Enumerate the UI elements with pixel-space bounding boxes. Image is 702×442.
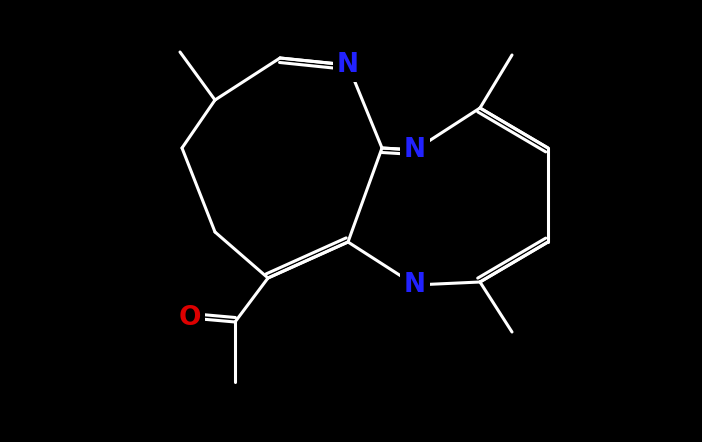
Text: O: O bbox=[179, 305, 201, 331]
Text: N: N bbox=[337, 52, 359, 78]
Text: N: N bbox=[404, 272, 426, 298]
Text: N: N bbox=[404, 137, 426, 163]
